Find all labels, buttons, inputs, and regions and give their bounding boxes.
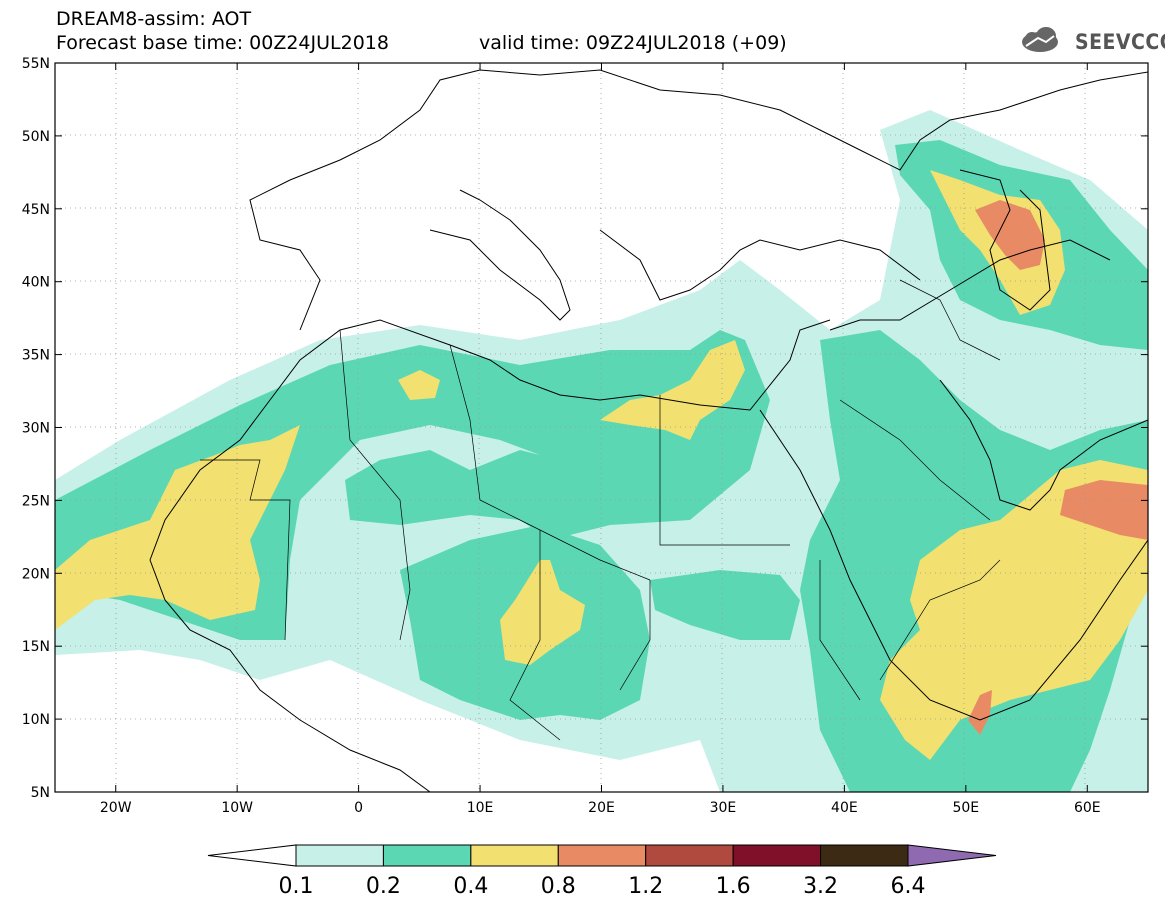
valid-time: valid time: 09Z24JUL2018 (+09) <box>479 32 787 54</box>
lat-label: 55N <box>22 56 50 72</box>
colorbar-label: 0.2 <box>366 874 401 899</box>
aot-0.8-region-caspian <box>975 200 1045 270</box>
lat-label: 35N <box>22 348 50 364</box>
colorbar-label: 1.6 <box>716 874 751 899</box>
coastlines <box>149 69 1148 792</box>
colorbar-swatch <box>470 844 559 867</box>
colorbar-swatch <box>645 844 734 867</box>
lon-label: 20E <box>588 800 615 816</box>
cloud-icon <box>1022 27 1058 52</box>
colorbar-label: 6.4 <box>891 874 926 899</box>
colorbar-swatch <box>732 844 822 867</box>
forecast-base-time: Forecast base time: 00Z24JUL2018 <box>56 32 389 54</box>
colorbar-label: 3.2 <box>803 874 838 899</box>
lon-label: 10W <box>221 800 253 816</box>
lon-label: 30E <box>710 800 737 816</box>
aot-0.8-region-oman <box>1060 480 1148 540</box>
colorbar-label: 0.8 <box>541 874 576 899</box>
colorbar-label: 0.1 <box>279 874 314 899</box>
colorbar-label: 1.2 <box>628 874 663 899</box>
colorbar-swatch <box>295 844 384 867</box>
lat-label: 40N <box>22 275 50 291</box>
lat-label: 20N <box>22 566 50 582</box>
colorbar-swatch <box>820 844 909 867</box>
lat-label: 50N <box>22 129 50 145</box>
aot-0.2-region-egypt <box>650 570 800 640</box>
aot-0.4-region-chad <box>500 560 585 665</box>
longitude-labels: 20W 10W 0 10E 20E 30E 40E 50E 60E <box>100 800 1101 816</box>
axis-ticks <box>55 62 1148 793</box>
map-title: DREAM8-assim: AOT <box>56 8 252 30</box>
colorbar-swatch <box>557 844 647 867</box>
latitude-labels: 55N 50N 45N 40N 35N 30N 25N 20N 15N 10N 5N <box>22 56 50 801</box>
lat-label: 5N <box>31 785 50 801</box>
lon-label: 40E <box>831 800 858 816</box>
lon-label: 10E <box>467 800 494 816</box>
lon-label: 60E <box>1074 800 1101 816</box>
lon-label: 50E <box>952 800 979 816</box>
logo-text: SEEVCCC <box>1075 30 1165 54</box>
colorbar <box>207 844 997 867</box>
lat-label: 10N <box>22 712 50 728</box>
lon-label: 20W <box>100 800 132 816</box>
borders <box>200 279 1001 741</box>
aot-0.4-region-arabia <box>880 460 1148 760</box>
aot-0.4-region-libya <box>600 340 745 440</box>
lat-label: 30N <box>22 421 50 437</box>
aot-0.4-region-algeria <box>398 370 440 400</box>
lon-label: 0 <box>354 800 363 816</box>
aot-0.8-region-ethiopia <box>968 690 992 735</box>
colorbar-max-triangle <box>907 844 997 867</box>
logo <box>1022 27 1058 52</box>
lat-label: 25N <box>22 493 50 509</box>
colorbar-label: 0.4 <box>453 874 488 899</box>
lat-label: 45N <box>22 202 50 218</box>
colorbar-labels: 0.1 0.2 0.4 0.8 1.2 1.6 3.2 6.4 <box>279 874 926 899</box>
lat-label: 15N <box>22 639 50 655</box>
colorbar-min-triangle <box>207 844 297 867</box>
colorbar-swatch <box>382 844 472 867</box>
